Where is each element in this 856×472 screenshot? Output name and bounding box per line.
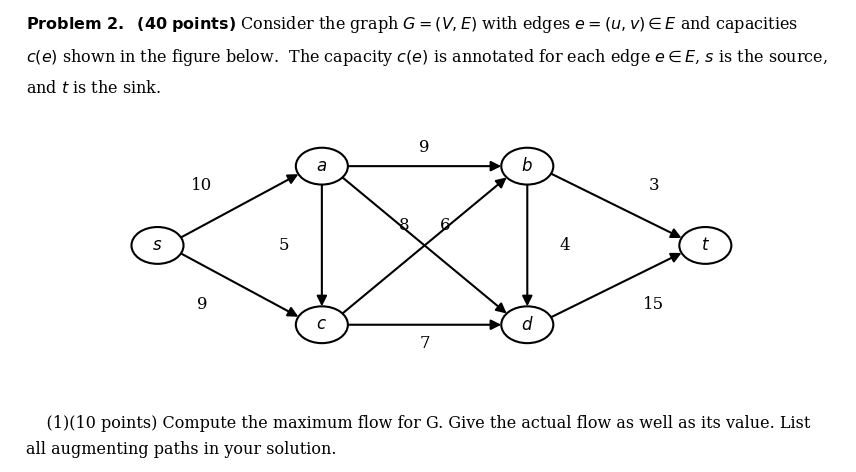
Text: $b$: $b$ (521, 157, 533, 175)
Text: $c(e)$ shown in the figure below.  The capacity $c(e)$ is annotated for each edg: $c(e)$ shown in the figure below. The ca… (26, 47, 828, 68)
Text: 5: 5 (279, 237, 289, 254)
Text: $t$: $t$ (701, 237, 710, 254)
Text: 4: 4 (560, 237, 570, 254)
Text: $c$: $c$ (317, 316, 327, 333)
Text: 10: 10 (192, 177, 212, 194)
Ellipse shape (502, 306, 553, 343)
Ellipse shape (502, 148, 553, 185)
Text: 3: 3 (649, 177, 659, 194)
Text: (1)(10 points) Compute the maximum flow for G. Give the actual flow as well as i: (1)(10 points) Compute the maximum flow … (26, 415, 810, 432)
Ellipse shape (296, 306, 348, 343)
Text: 15: 15 (644, 296, 664, 313)
Text: $\mathbf{Problem\ 2.}$  $\mathbf{(40\ points)}$ Consider the graph $G = (V, E)$ : $\mathbf{Problem\ 2.}$ $\mathbf{(40\ poi… (26, 14, 798, 35)
Text: 8: 8 (399, 217, 409, 234)
Text: $a$: $a$ (317, 158, 327, 175)
Ellipse shape (680, 227, 731, 264)
Text: 6: 6 (440, 217, 450, 234)
Ellipse shape (132, 227, 183, 264)
Ellipse shape (296, 148, 348, 185)
Text: $s$: $s$ (152, 237, 163, 254)
Text: all augmenting paths in your solution.: all augmenting paths in your solution. (26, 441, 336, 458)
Text: 7: 7 (419, 335, 430, 352)
Text: 9: 9 (197, 296, 207, 313)
Text: 9: 9 (419, 139, 430, 156)
Text: and $t$ is the sink.: and $t$ is the sink. (26, 80, 161, 97)
Text: $d$: $d$ (521, 316, 533, 334)
